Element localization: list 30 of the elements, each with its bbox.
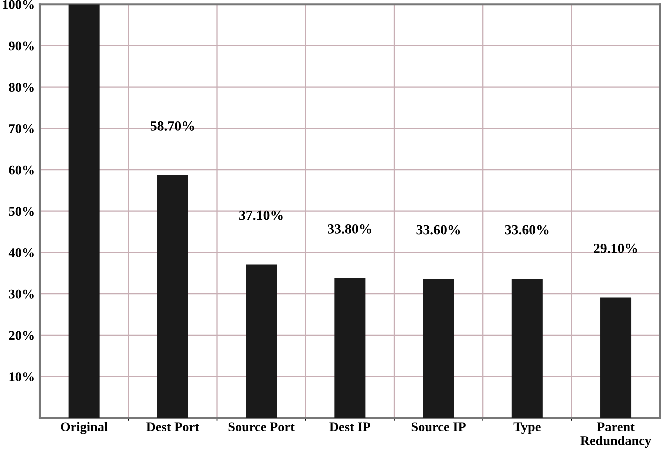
x-tick-label: Parent Redundancy [580, 422, 652, 448]
y-tick-label: 40% [8, 248, 34, 258]
bar [423, 279, 454, 418]
data-label: 33.60% [505, 225, 549, 235]
y-tick-label: 10% [10, 372, 34, 382]
data-label: 29.10% [594, 244, 638, 254]
data-label: 58.70% [150, 122, 194, 131]
data-label: 33.60% [416, 225, 460, 235]
data-label: 33.80% [328, 224, 372, 234]
y-tick-label: 90% [9, 42, 34, 51]
data-label: 37.10% [240, 210, 283, 220]
x-tick-label: Original [61, 422, 108, 434]
x-tick-label: Source IP [412, 422, 466, 432]
bar [334, 278, 366, 418]
bar [157, 175, 188, 418]
x-tick-label: Source Port [228, 422, 295, 432]
y-tick-label: 20% [9, 331, 34, 340]
x-tick-label: Dest IP [330, 422, 371, 432]
x-tick-label: Dest Port [146, 422, 200, 432]
bar [512, 279, 543, 418]
y-tick-label: 30% [9, 290, 34, 299]
bar [246, 264, 278, 418]
y-tick-label: 60% [9, 166, 34, 175]
x-tick-label: Type [514, 422, 541, 434]
bar [68, 4, 100, 418]
y-tick-label: 70% [10, 124, 34, 134]
y-tick-label: 80% [9, 83, 34, 92]
y-tick-label: 100% [3, 0, 34, 10]
bar [600, 298, 632, 418]
y-tick-label: 50% [9, 207, 34, 216]
